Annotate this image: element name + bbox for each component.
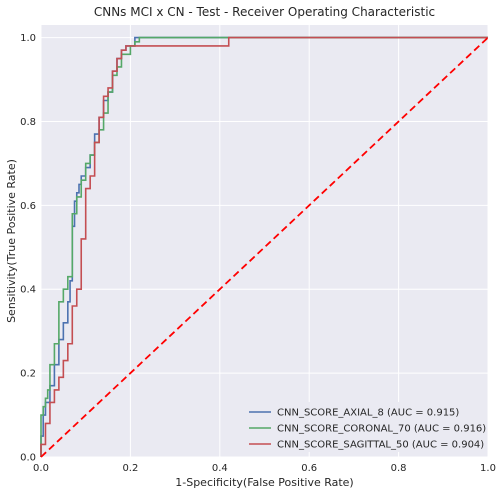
x-tick-label: 0.0 [33,463,49,474]
legend-label-axial: CNN_SCORE_AXIAL_8 (AUC = 0.915) [277,408,459,419]
y-tick-label: 0.6 [20,201,36,212]
plot-area [41,25,488,457]
legend: CNN_SCORE_AXIAL_8 (AUC = 0.915) CNN_SCOR… [244,402,486,452]
x-axis-label: 1-Specificity(False Positive Rate) [175,476,353,489]
x-tick-label: 0.6 [301,463,317,474]
legend-label-sagittal: CNN_SCORE_SAGITTAL_50 (AUC = 0.904) [277,440,484,451]
roc-curve-sagittal [40,36,488,457]
series-lines [40,36,489,458]
y-tick-label: 0.2 [20,369,36,380]
roc-curve-coronal [40,36,488,457]
chance-diagonal-line [40,36,489,458]
y-tick-labels: 0.0 0.2 0.4 0.6 0.8 1.0 [20,33,36,463]
grid-lines [40,25,489,458]
x-tick-label: 1.0 [480,463,496,474]
y-axis-label: Sensitivity(True Positive Rate) [5,159,18,323]
y-tick-label: 0.0 [20,453,36,464]
x-tick-label: 0.4 [212,463,228,474]
y-tick-label: 0.4 [20,285,36,296]
y-tick-label: 0.8 [20,117,36,128]
y-tick-label: 1.0 [20,33,36,44]
legend-label-coronal: CNN_SCORE_CORONAL_70 (AUC = 0.916) [277,424,486,435]
x-tick-label: 0.8 [391,463,407,474]
x-tick-labels: 0.0 0.2 0.4 0.6 0.8 1.0 [33,463,496,474]
chart-title: CNNs MCI x CN - Test - Receiver Operatin… [94,5,435,19]
legend-box [244,402,484,452]
x-tick-label: 0.2 [122,463,138,474]
